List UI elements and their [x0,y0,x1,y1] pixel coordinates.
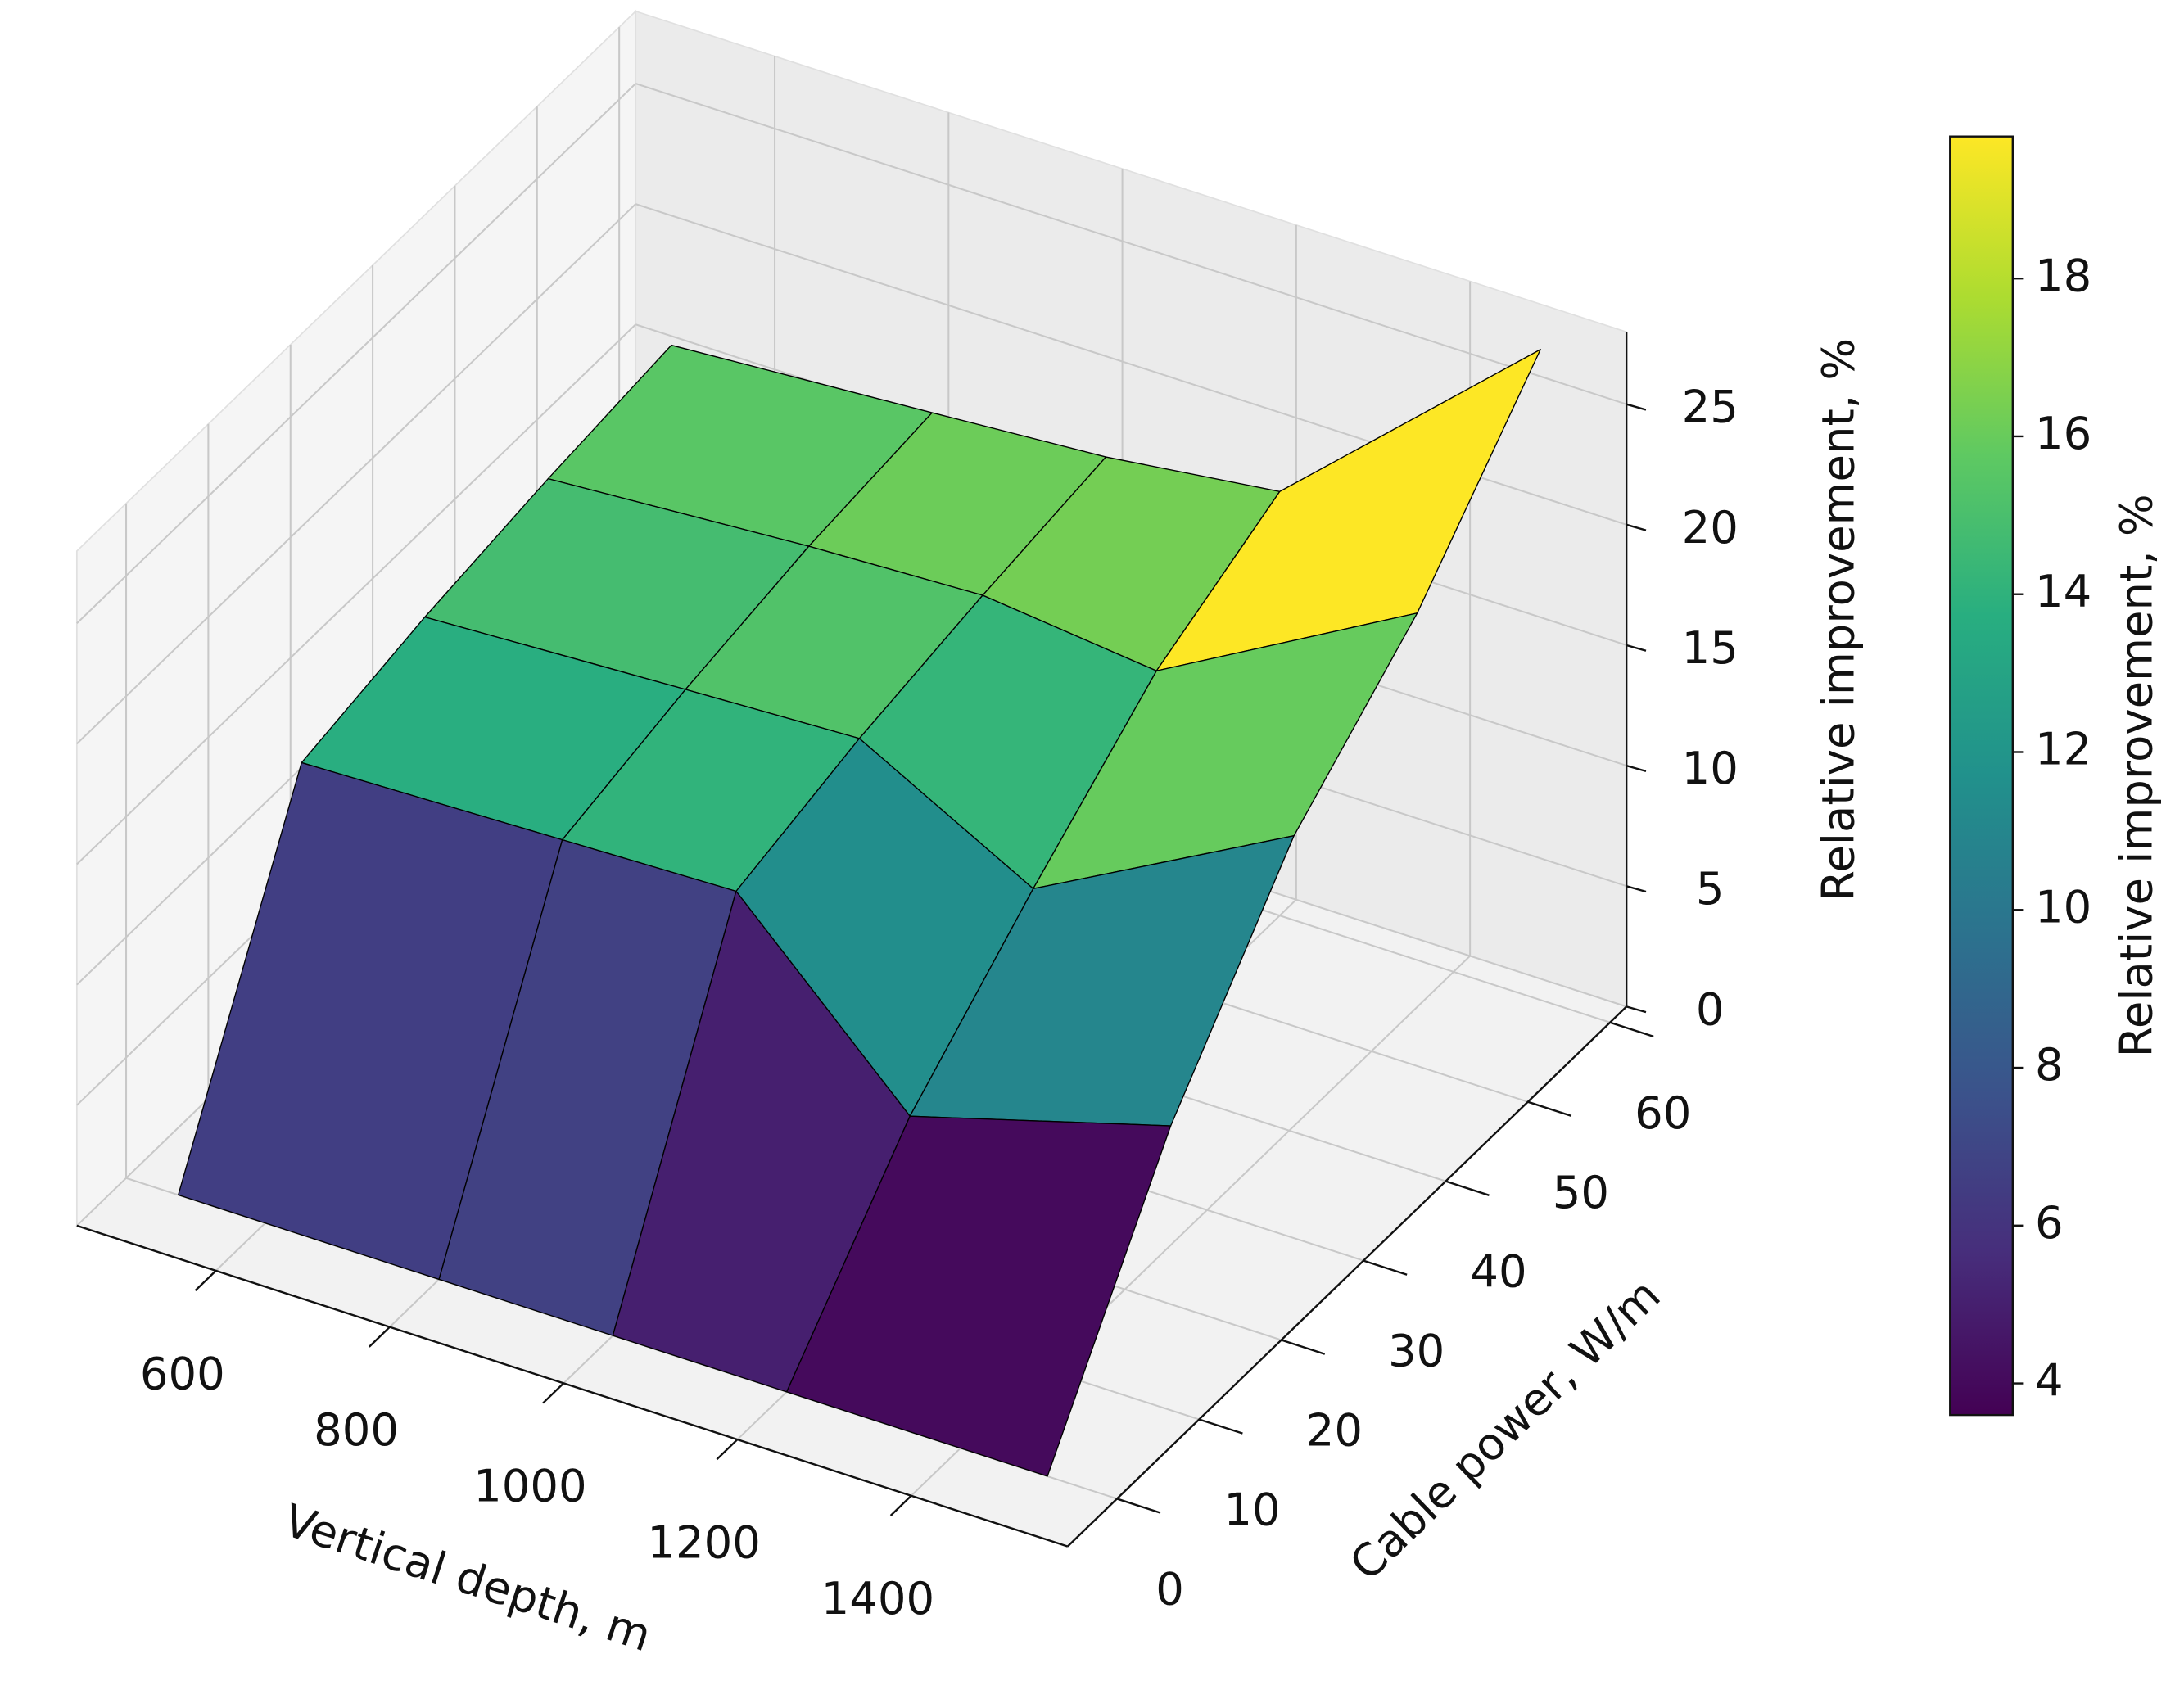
tick-mark [1626,523,1647,531]
y-tick-label: 30 [1388,1325,1445,1377]
tick-mark [1626,885,1647,893]
tick-mark [1445,1180,1490,1196]
x-tick-label: 1200 [647,1516,760,1568]
colorbar [1949,135,2014,1417]
z-tick-label: 20 [1682,501,1739,554]
y-tick-label: 20 [1306,1404,1363,1457]
y-tick-label: 10 [1223,1484,1280,1536]
axis-line [1066,1005,1628,1548]
tick-mark [542,1382,565,1404]
tick-mark [889,1494,912,1516]
grid-line [635,83,1627,405]
tick-mark [1527,1100,1572,1117]
x-tick-label: 600 [140,1347,225,1399]
z-tick-label: 25 [1682,381,1739,433]
axis-line [76,1224,1069,1548]
surface-face [785,1115,1172,1477]
colorbar-tick-label: 8 [2035,1038,2064,1091]
z-tick-label: 10 [1682,742,1739,794]
tick-mark [1116,1498,1161,1514]
tick-mark [1626,1005,1647,1014]
tick-mark [1609,1021,1654,1038]
z-tick-label: 15 [1682,621,1739,674]
colorbar-tick-label: 18 [2035,249,2091,301]
y-tick-label: 60 [1635,1087,1691,1139]
x-tick-label: 1000 [473,1460,586,1512]
tick-mark [1626,644,1647,652]
y-tick-label: 50 [1553,1166,1609,1218]
tick-mark [1198,1418,1243,1435]
grid-line [76,203,636,745]
tick-mark [1626,764,1647,773]
x-tick-label: 800 [314,1403,399,1456]
colorbar-tick-label: 12 [2035,723,2091,775]
y-axis-label: Cable power, W/m [1340,1268,1671,1590]
x-tick-label: 1400 [821,1572,934,1624]
colorbar-tick-label: 10 [2035,880,2091,933]
z-tick-label: 0 [1696,983,1725,1035]
z-tick-label: 5 [1696,862,1725,915]
grid-line [76,83,636,625]
colorbar-tick-label: 4 [2035,1354,2064,1407]
tick-mark [1626,403,1647,411]
x-axis-label: Vertical depth, m [278,1493,658,1661]
tick-mark [194,1270,217,1291]
tick-mark [1281,1339,1326,1355]
y-tick-label: 0 [1155,1563,1184,1615]
y-tick-label: 40 [1470,1245,1526,1298]
z-axis-label: Relative improvement, % [1812,338,1865,901]
tick-mark [1363,1259,1408,1276]
tick-mark [368,1326,391,1348]
colorbar-tick-label: 16 [2035,407,2091,459]
grid-line [76,323,636,865]
colorbar-tick-label: 6 [2035,1196,2064,1249]
colorbar-tick-label: 14 [2035,565,2091,617]
tick-mark [716,1439,739,1461]
colorbar-label: Relative improvement, % [2110,494,2163,1057]
